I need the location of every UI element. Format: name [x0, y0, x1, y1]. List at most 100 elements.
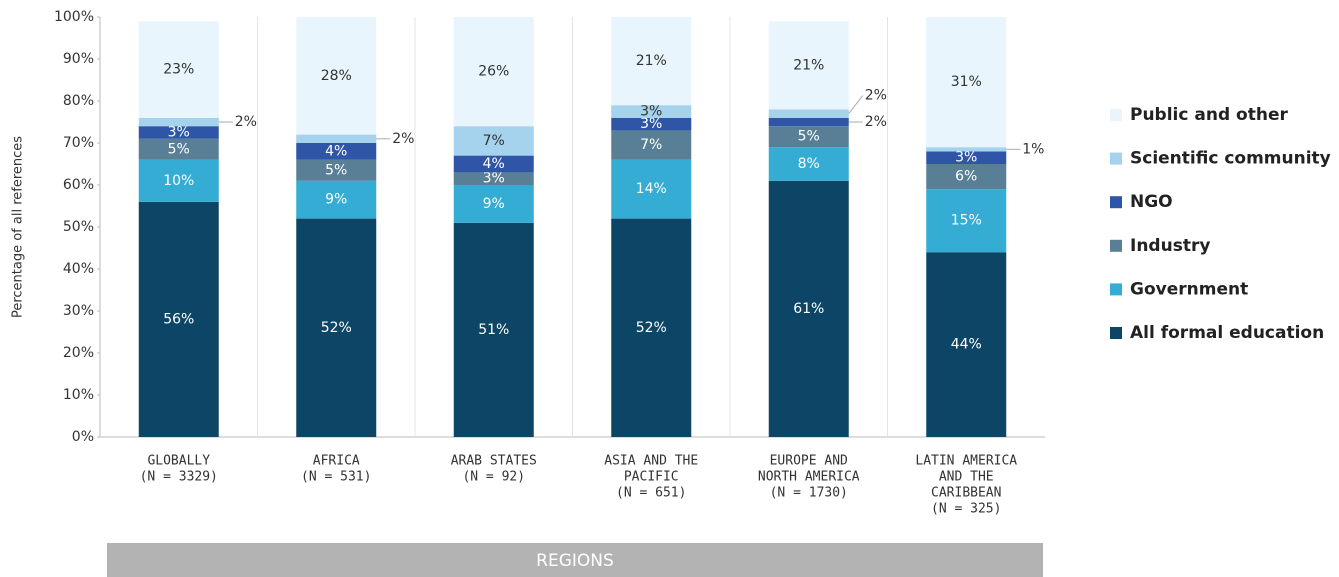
data-label: 44% — [951, 337, 982, 353]
x-tick-label: ASIA AND THE — [604, 454, 698, 469]
data-label: 2% — [392, 131, 414, 147]
y-tick-label: 60% — [63, 177, 94, 193]
bar-segment — [453, 185, 534, 223]
data-label: 4% — [483, 156, 505, 172]
x-tick-label: (N = 531) — [301, 470, 371, 485]
bar-segment — [453, 222, 534, 437]
bar-segment — [453, 126, 534, 156]
bar-segment — [138, 159, 219, 202]
x-banner — [107, 543, 1043, 577]
bar-segment — [453, 155, 534, 173]
bar-segment — [453, 17, 534, 127]
data-label: 15% — [951, 213, 982, 229]
bar-segment — [138, 117, 219, 127]
bar-segment — [611, 130, 692, 160]
bar-segment — [296, 143, 377, 160]
bar-segment — [611, 17, 692, 106]
legend-label: Public and other — [1130, 105, 1288, 125]
x-tick-label: PACIFIC — [624, 470, 679, 485]
y-tick-label: 80% — [63, 93, 94, 109]
data-label: 6% — [955, 169, 977, 185]
bar-segment — [453, 172, 534, 185]
y-tick-label: 10% — [63, 387, 94, 403]
bar-segment — [768, 180, 849, 438]
data-label: 2% — [235, 114, 257, 130]
legend-swatch — [1110, 196, 1122, 209]
bar-segment — [296, 218, 377, 437]
y-tick-label: 30% — [63, 303, 94, 319]
bar-segment — [611, 218, 692, 437]
bar-segment — [138, 138, 219, 160]
legend-swatch — [1110, 283, 1122, 296]
data-label: 10% — [163, 173, 194, 189]
bar-segment — [768, 109, 849, 118]
bar-segment — [768, 147, 849, 181]
bar-segment — [611, 117, 692, 131]
y-tick-label: 100% — [54, 9, 94, 25]
data-label: 2% — [865, 114, 887, 130]
data-label: 56% — [163, 311, 194, 327]
y-tick-label: 0% — [72, 429, 94, 445]
data-label: 31% — [951, 74, 982, 90]
bar-segment — [138, 126, 219, 139]
y-tick-label: 90% — [63, 51, 94, 67]
data-label: 4% — [325, 143, 347, 159]
bar-segment — [611, 105, 692, 118]
bar-segment — [926, 252, 1007, 437]
leader-line — [848, 95, 864, 114]
data-label: 23% — [163, 62, 194, 78]
bar-segment — [768, 21, 849, 110]
data-label: 7% — [483, 133, 505, 149]
legend-swatch — [1110, 109, 1122, 121]
legend-label: NGO — [1130, 192, 1173, 212]
data-label: 5% — [168, 141, 190, 157]
y-tick-label: 40% — [63, 261, 94, 277]
x-tick-label: CARIBBEAN — [931, 486, 1001, 501]
x-tick-label: GLOBALLY — [147, 454, 210, 469]
legend-swatch — [1110, 152, 1122, 165]
x-tick-label: ARAB STATES — [451, 454, 537, 469]
data-label: 21% — [793, 57, 824, 73]
data-label: 9% — [483, 196, 505, 212]
bar-segment — [138, 21, 219, 118]
data-label: 14% — [636, 181, 667, 197]
data-label: 51% — [478, 322, 509, 338]
x-axis-label: REGIONS — [536, 551, 614, 571]
legend-label: Scientific community — [1130, 149, 1331, 169]
x-tick-label: LATIN AMERICA — [915, 454, 1017, 469]
legend-label: Government — [1130, 279, 1248, 299]
bar-segment — [296, 134, 377, 143]
data-label: 26% — [478, 64, 509, 80]
bar-segment — [296, 17, 377, 135]
legend-label: Industry — [1130, 236, 1210, 256]
legend-swatch — [1110, 327, 1122, 339]
data-label: 9% — [325, 192, 347, 208]
x-tick-label: AND THE — [939, 470, 994, 485]
data-label: 5% — [798, 129, 820, 145]
bar-segment — [926, 164, 1007, 190]
x-tick-label: (N = 651) — [616, 486, 686, 501]
x-tick-label: (N = 92) — [462, 470, 525, 485]
y-axis-label: Percentage of all references — [11, 136, 26, 318]
bar-segment — [926, 17, 1007, 148]
data-label: 52% — [321, 320, 352, 336]
y-tick-label: 20% — [63, 345, 94, 361]
data-label: 3% — [483, 171, 505, 187]
bar-segment — [926, 151, 1007, 164]
bar-segment — [138, 201, 219, 437]
x-tick-label: AFRICA — [313, 454, 360, 469]
x-tick-label: NORTH AMERICA — [758, 470, 860, 485]
legend-swatch — [1110, 239, 1122, 252]
data-label: 8% — [798, 156, 820, 172]
bar-segment — [768, 117, 849, 127]
data-label: 3% — [640, 104, 662, 120]
data-label: 3% — [168, 125, 190, 141]
x-tick-label: EUROPE AND — [770, 454, 848, 469]
data-label: 52% — [636, 320, 667, 336]
data-label: 3% — [955, 150, 977, 166]
x-tick-label: (N = 3329) — [140, 470, 218, 485]
data-label: 21% — [636, 53, 667, 69]
y-tick-label: 50% — [63, 219, 94, 235]
data-label: 5% — [325, 162, 347, 178]
